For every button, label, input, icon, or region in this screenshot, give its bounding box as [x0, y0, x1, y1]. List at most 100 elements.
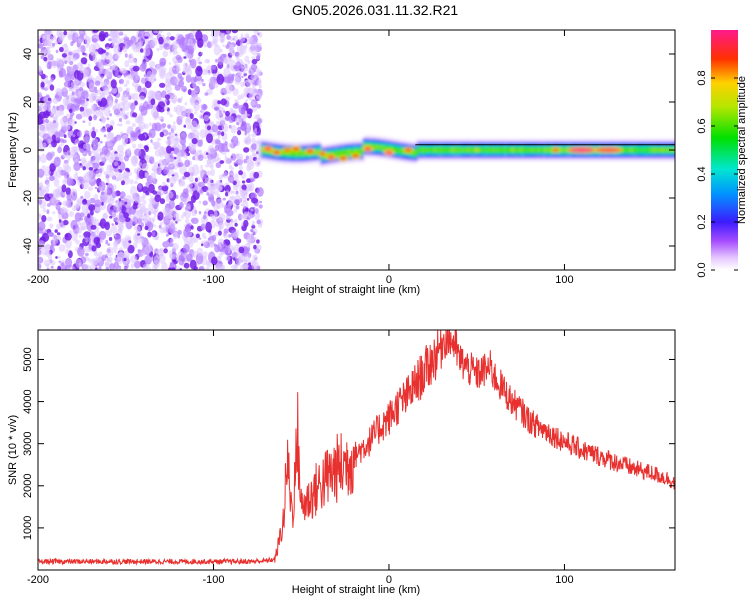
noise-speckle	[159, 131, 164, 138]
noise-speckle	[50, 112, 53, 116]
noise-speckle	[230, 139, 234, 143]
band-segment	[438, 148, 441, 152]
noise-speckle	[218, 174, 223, 181]
noise-speckle	[144, 154, 149, 161]
noise-speckle	[190, 120, 198, 132]
noise-speckle	[81, 203, 89, 214]
band-segment	[508, 148, 511, 152]
noise-speckle	[152, 259, 160, 269]
noise-speckle	[41, 165, 46, 171]
noise-speckle	[156, 47, 160, 52]
band-segment	[413, 150, 416, 155]
noise-speckle	[74, 212, 82, 223]
noise-speckle	[38, 249, 42, 256]
noise-speckle	[177, 162, 182, 168]
band-segment	[448, 148, 451, 152]
noise-speckle	[109, 30, 115, 37]
noise-speckle	[105, 46, 110, 51]
noise-speckle	[258, 204, 263, 209]
noise-speckle	[242, 81, 246, 86]
noise-speckle	[210, 182, 218, 190]
noise-speckle	[143, 218, 148, 224]
noise-speckle	[223, 110, 226, 114]
noise-speckle	[155, 96, 159, 101]
noise-speckle	[191, 217, 199, 224]
band-segment	[548, 148, 552, 152]
noise-speckle	[192, 95, 199, 101]
band-segment	[650, 148, 653, 152]
noise-speckle	[70, 188, 78, 196]
noise-speckle	[198, 267, 204, 270]
noise-speckle	[108, 99, 113, 105]
noise-speckle	[223, 228, 229, 234]
band-segment	[394, 148, 397, 152]
noise-speckle	[88, 82, 95, 91]
noise-speckle	[132, 143, 137, 149]
noise-speckle	[206, 189, 209, 192]
noise-speckle	[67, 158, 70, 162]
y-tick-label: 0	[22, 147, 34, 153]
noise-speckle	[90, 49, 98, 57]
noise-speckle	[204, 44, 207, 48]
noise-speckle	[56, 223, 61, 230]
band-segment	[390, 147, 394, 152]
noise-speckle	[211, 30, 219, 38]
noise-speckle	[171, 267, 176, 270]
noise-speckle	[206, 133, 213, 144]
noise-speckle	[115, 170, 121, 177]
noise-speckle	[94, 199, 102, 208]
band-segment	[371, 144, 374, 149]
x-tick-label: -100	[202, 574, 224, 586]
noise-speckle	[234, 99, 239, 103]
noise-speckle	[109, 215, 113, 219]
noise-speckle	[249, 37, 255, 46]
noise-speckle	[250, 228, 258, 235]
band-segment	[525, 148, 529, 152]
noise-speckle	[175, 54, 182, 61]
noise-speckle	[107, 34, 111, 37]
y-tick-label: 1000	[22, 516, 34, 540]
band-segment	[439, 148, 443, 152]
noise-speckle	[104, 222, 110, 230]
noise-speckle	[119, 30, 123, 33]
noise-speckle	[225, 58, 228, 61]
noise-speckle	[112, 215, 120, 223]
noise-speckle	[58, 70, 64, 78]
band-segment	[353, 149, 357, 154]
band-segment	[350, 149, 353, 154]
noise-speckle	[107, 243, 111, 247]
x-tick-label: 0	[386, 274, 392, 286]
noise-speckle	[187, 108, 194, 114]
noise-speckle	[40, 81, 45, 88]
noise-speckle	[252, 254, 258, 262]
noise-speckle	[197, 154, 204, 161]
noise-speckle	[149, 61, 156, 68]
noise-speckle	[63, 175, 68, 179]
noise-speckle	[200, 115, 203, 119]
noise-speckle	[94, 186, 98, 190]
noise-speckle	[254, 211, 260, 221]
y-tick-label: 3000	[22, 431, 34, 455]
band-segment	[499, 148, 502, 152]
noise-speckle	[185, 67, 193, 77]
noise-speckle	[187, 45, 195, 55]
noise-speckle	[165, 233, 169, 237]
noise-speckle	[201, 232, 206, 238]
x-tick-label: 0	[386, 574, 392, 586]
noise-speckle	[72, 57, 77, 62]
noise-speckle	[40, 55, 45, 60]
noise-speckle	[105, 123, 111, 129]
noise-speckle	[124, 254, 128, 258]
noise-speckle	[99, 112, 104, 118]
noise-speckle	[221, 123, 229, 133]
x-tick-label: 100	[555, 574, 573, 586]
noise-speckle	[69, 86, 75, 92]
noise-speckle	[174, 137, 181, 143]
noise-speckle	[206, 59, 211, 64]
noise-speckle	[44, 249, 51, 257]
noise-speckle	[139, 63, 147, 72]
noise-speckle	[57, 36, 64, 43]
band-segment	[487, 148, 490, 152]
noise-speckle	[117, 252, 125, 260]
noise-speckle	[107, 197, 115, 206]
